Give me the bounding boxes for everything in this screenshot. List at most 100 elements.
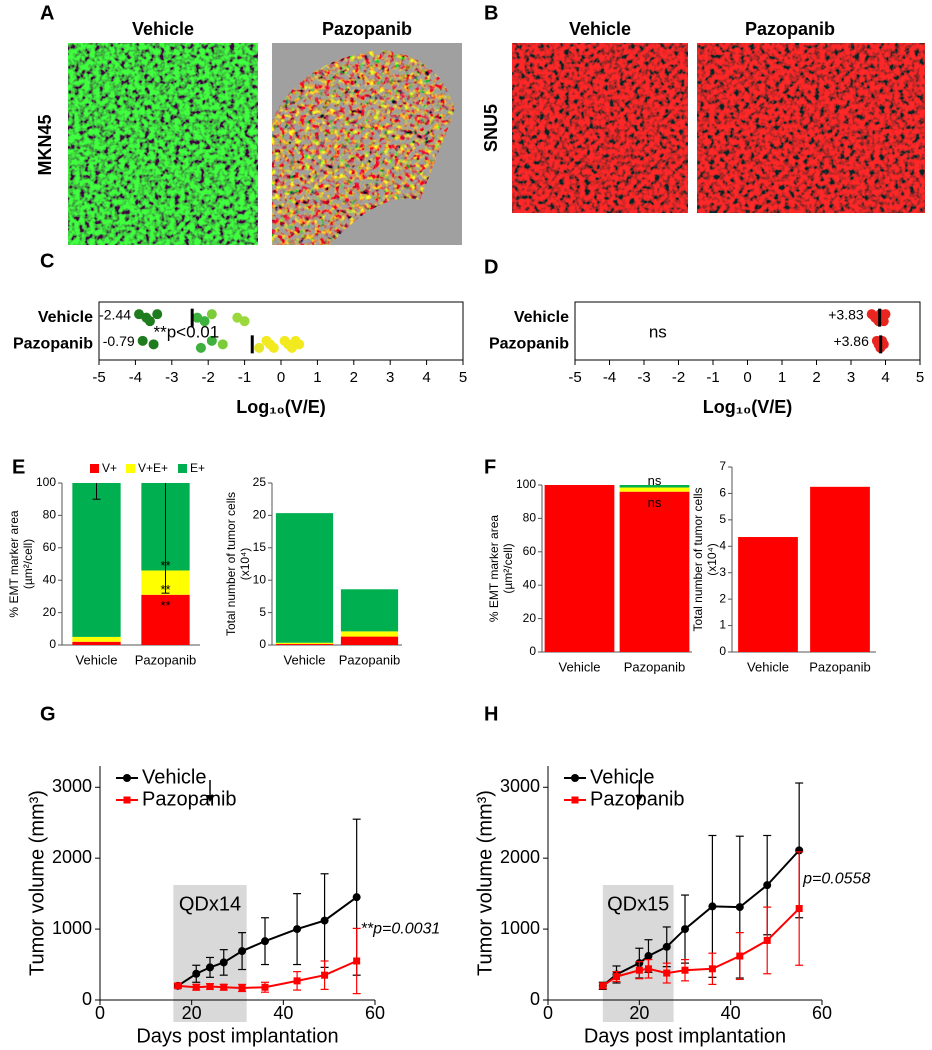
micrograph xyxy=(68,43,258,245)
data-point xyxy=(572,797,579,804)
x-tick-label: 40 xyxy=(273,1003,293,1023)
data-point xyxy=(763,881,771,889)
x-tick-label: 0 xyxy=(743,369,751,386)
data-point xyxy=(123,774,131,782)
y-tick-label: 0 xyxy=(530,989,540,1009)
bar-segment xyxy=(341,589,398,631)
y-tick-label: 6 xyxy=(719,486,726,500)
y-tick-label: 100 xyxy=(516,477,536,491)
legend-label: V+ xyxy=(102,461,117,475)
category-label: Pazopanib xyxy=(489,336,569,353)
x-tick-label: Vehicle xyxy=(747,659,789,674)
data-point xyxy=(599,982,606,989)
data-point xyxy=(196,343,206,353)
data-point xyxy=(881,309,891,319)
data-point xyxy=(796,905,803,912)
x-tick-label: -5 xyxy=(568,369,581,386)
bar-segment xyxy=(276,644,333,645)
x-tick-label: -1 xyxy=(238,369,251,386)
data-point xyxy=(353,958,360,965)
y-tick-label: 5 xyxy=(719,512,726,526)
legend-swatch xyxy=(90,464,99,473)
y-tick-label: 20 xyxy=(523,611,537,625)
panel-label: B xyxy=(484,2,498,24)
bar-segment xyxy=(72,637,120,642)
y-tick-label: 10 xyxy=(253,572,267,586)
panel-label: G xyxy=(40,703,56,725)
panel-label: A xyxy=(40,2,54,24)
x-tick-label: Pazopanib xyxy=(135,652,196,667)
image-title: Vehicle xyxy=(132,19,194,39)
y-tick-label: 0 xyxy=(719,644,726,658)
panel-label: H xyxy=(484,703,498,725)
image-title: Vehicle xyxy=(569,19,631,39)
x-tick-label: -1 xyxy=(706,369,719,386)
data-point xyxy=(571,774,579,782)
bar-segment xyxy=(545,485,615,652)
panel-label: C xyxy=(40,250,54,272)
data-point xyxy=(293,925,301,933)
y-tick-label: 25 xyxy=(253,475,267,489)
x-tick-label: Vehicle xyxy=(76,652,118,667)
annotation: p=0.0558 xyxy=(802,871,870,888)
mean-label: -0.79 xyxy=(103,333,135,349)
y-tick-label: 2000 xyxy=(500,847,540,867)
data-point xyxy=(709,965,716,972)
bar-segment xyxy=(341,637,398,645)
y-axis-label: (x10⁴) xyxy=(238,548,252,581)
data-point xyxy=(294,339,304,349)
y-tick-label: 100 xyxy=(36,475,56,489)
data-point xyxy=(321,917,329,925)
data-point xyxy=(254,343,264,353)
y-axis-label: Tumor volume (mm³) xyxy=(474,790,496,976)
bar-segment xyxy=(810,487,870,652)
bar-segment xyxy=(738,537,798,652)
data-point xyxy=(193,984,200,991)
y-tick-label: 80 xyxy=(43,508,57,522)
data-point xyxy=(192,970,200,978)
mean-label: -2.44 xyxy=(99,306,131,322)
y-tick-label: 1000 xyxy=(500,918,540,938)
category-label: Vehicle xyxy=(38,309,93,326)
data-point xyxy=(736,953,743,960)
y-tick-label: 3000 xyxy=(500,776,540,796)
data-point xyxy=(239,984,246,991)
data-point xyxy=(220,984,227,991)
y-tick-label: 3000 xyxy=(52,776,92,796)
bar-segment xyxy=(72,642,120,645)
data-point xyxy=(124,797,131,804)
y-axis-label: (µm²/cell) xyxy=(501,543,515,593)
y-tick-label: 80 xyxy=(523,511,537,525)
x-tick-label: 0 xyxy=(95,1003,105,1023)
micrograph xyxy=(512,43,688,213)
x-tick-label: 20 xyxy=(182,1003,202,1023)
y-axis-label: Tumor volume (mm³) xyxy=(26,790,48,976)
bar-segment xyxy=(620,485,690,488)
x-tick-label: -3 xyxy=(637,369,650,386)
data-point xyxy=(218,339,228,349)
data-point xyxy=(353,893,361,901)
x-tick-label: 2 xyxy=(812,369,820,386)
data-point xyxy=(636,967,643,974)
legend-swatch xyxy=(178,464,187,473)
data-point xyxy=(764,937,771,944)
x-tick-label: 1 xyxy=(313,369,321,386)
data-point xyxy=(220,958,228,966)
y-tick-label: 2 xyxy=(719,591,726,605)
data-point xyxy=(644,952,652,960)
legend-label: Pazopanib xyxy=(590,788,685,810)
x-tick-label: 1 xyxy=(778,369,786,386)
data-point xyxy=(681,925,689,933)
x-tick-label: Pazopanib xyxy=(809,659,870,674)
legend-label: V+E+ xyxy=(138,461,168,475)
annotation: **p<0.01 xyxy=(154,322,220,341)
x-tick-label: 60 xyxy=(365,1003,385,1023)
mean-label: +3.83 xyxy=(828,306,864,322)
row-label: SNU5 xyxy=(481,104,501,152)
significance: ns xyxy=(648,495,662,510)
data-point xyxy=(645,965,652,972)
data-point xyxy=(663,970,670,977)
category-label: Vehicle xyxy=(514,309,569,326)
y-tick-label: 3 xyxy=(719,565,726,579)
